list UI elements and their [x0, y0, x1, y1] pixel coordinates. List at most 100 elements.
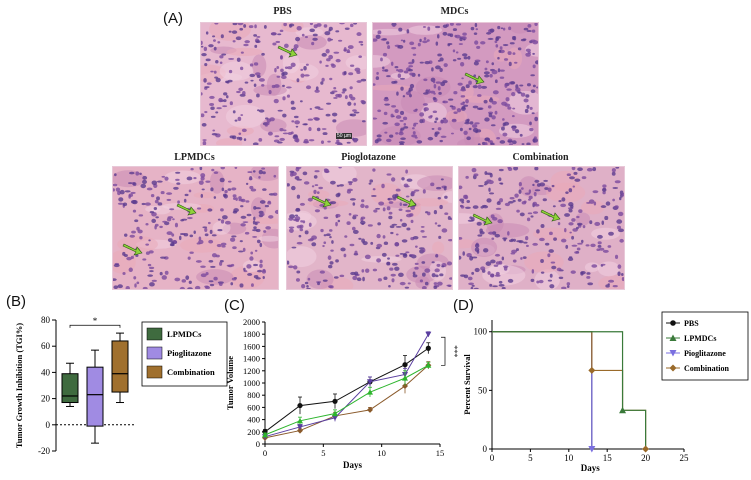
y-tick-label: 600: [247, 402, 260, 412]
panel-b-label: (B): [6, 293, 26, 310]
x-tick-label: 15: [603, 453, 613, 463]
data-point: [425, 331, 432, 338]
data-point: [402, 362, 408, 368]
arrow-marker: [277, 45, 298, 58]
legend-label: PBS: [684, 319, 699, 328]
significance-label: *: [93, 316, 98, 326]
series-line: [264, 347, 429, 433]
y-axis-label: Tumor Growth Inhibition (TGI%): [14, 323, 24, 448]
arrow-marker: [311, 195, 332, 208]
box-combination: [111, 340, 129, 393]
lpmdcs-histology-image: [112, 166, 279, 290]
y-tick-label: 0: [483, 444, 488, 454]
legend-label: LPMDCs: [167, 329, 202, 339]
survival-line: [492, 331, 593, 449]
y-tick-label: 1400: [243, 354, 260, 364]
data-point: [297, 424, 303, 430]
data-point: [367, 406, 373, 413]
series-line: [264, 364, 429, 439]
legend-label: Combination: [167, 367, 215, 377]
box-pioglitazone: [86, 366, 104, 427]
x-tick-label: 10: [564, 453, 574, 463]
lpmdcs-image-title: LPMDCs: [174, 152, 215, 163]
tumor-volume-line-chart: 0 200 400 600 800 1000 1200 1400 1600 1800 2000 0 5 1…: [225, 317, 459, 470]
y-tick-label: 0: [256, 439, 260, 449]
legend-marker: [670, 320, 676, 326]
y-tick-label: 200: [247, 427, 260, 437]
data-point: [425, 345, 431, 351]
x-tick-label: 15: [436, 448, 445, 458]
legend-swatch: [146, 327, 163, 341]
y-axis-label: Percent Survival: [462, 354, 472, 415]
data-point: [332, 398, 338, 404]
data-point: [367, 389, 373, 395]
y-tick-label: 1600: [243, 341, 260, 351]
panel-d-label: (D): [453, 297, 474, 314]
x-tick-label: 25: [680, 453, 690, 463]
x-axis-label: Days: [343, 460, 362, 470]
legend-swatch: [146, 346, 163, 360]
survival-marker: [588, 366, 596, 374]
y-tick-label: 800: [247, 390, 260, 400]
y-tick-label: 40: [41, 367, 51, 377]
arrow-marker: [122, 243, 143, 256]
data-point: [402, 375, 408, 381]
data-point: [262, 431, 268, 438]
x-tick-label: 5: [321, 448, 325, 458]
data-point: [332, 410, 338, 416]
pbs-image-title: PBS: [273, 6, 292, 17]
y-tick-label: 400: [247, 415, 260, 425]
y-tick-label: 60: [41, 341, 51, 351]
x-tick-label: 5: [528, 453, 533, 463]
y-axis-label: Tumor Volume: [225, 356, 235, 410]
combination-image-title: Combination: [512, 152, 569, 163]
x-tick-label: 20: [641, 453, 651, 463]
survival-marker: [588, 446, 596, 453]
arrow-marker: [396, 195, 417, 208]
legend-label: Pioglitazone: [684, 349, 726, 358]
significance-bracket: [69, 324, 121, 328]
y-tick-label: 80: [41, 315, 51, 325]
data-point: [332, 415, 338, 421]
y-tick-label: 0: [46, 420, 51, 430]
panel-c-label: (C): [224, 297, 245, 314]
mdcs-histology-image: [372, 22, 539, 146]
legend-marker: [669, 364, 677, 372]
x-tick-label: 10: [377, 448, 386, 458]
box-lpmdcs: [61, 373, 79, 404]
survival-chart: 0 50 100 0 5 10 15 20 25 Days Percent Survival PBS L…: [462, 311, 749, 473]
x-axis-label: Days: [581, 463, 600, 473]
mdcs-image-title: MDCs: [440, 6, 469, 17]
combination-histology-image: [458, 166, 625, 290]
arrow-marker: [472, 213, 493, 226]
data-point: [402, 383, 408, 390]
y-tick-label: 2000: [243, 317, 260, 327]
arrow-marker: [540, 209, 561, 222]
pbs-histology-image: [200, 22, 367, 146]
y-tick-label: 1000: [243, 378, 260, 388]
y-tick-label: 1200: [243, 366, 260, 376]
legend-swatch: [146, 365, 163, 379]
legend-label: Combination: [684, 364, 729, 373]
arrow-marker: [176, 203, 197, 216]
arrow-marker: [464, 72, 485, 85]
legend-label: Pioglitazone: [167, 348, 212, 358]
panel-a-label: (A): [163, 10, 183, 27]
survival-line: [492, 331, 593, 449]
y-tick-label: 20: [41, 394, 51, 404]
data-point: [425, 362, 432, 368]
scale-bar-label: 50 µm: [336, 133, 352, 139]
series-line: [264, 364, 429, 436]
legend-marker: [669, 350, 677, 357]
series-line: [264, 333, 429, 438]
significance-label: ***: [450, 345, 459, 357]
data-point: [367, 379, 373, 385]
significance-bracket: [441, 336, 446, 366]
y-tick-label: 50: [478, 385, 488, 395]
x-tick-label: 0: [263, 448, 267, 458]
survival-marker: [619, 406, 627, 414]
survival-marker: [642, 445, 650, 453]
pioglotazone-image-title: Pioglotazone: [341, 152, 396, 163]
pioglotazone-histology-image: [286, 166, 453, 290]
x-tick-label: 0: [490, 453, 495, 463]
